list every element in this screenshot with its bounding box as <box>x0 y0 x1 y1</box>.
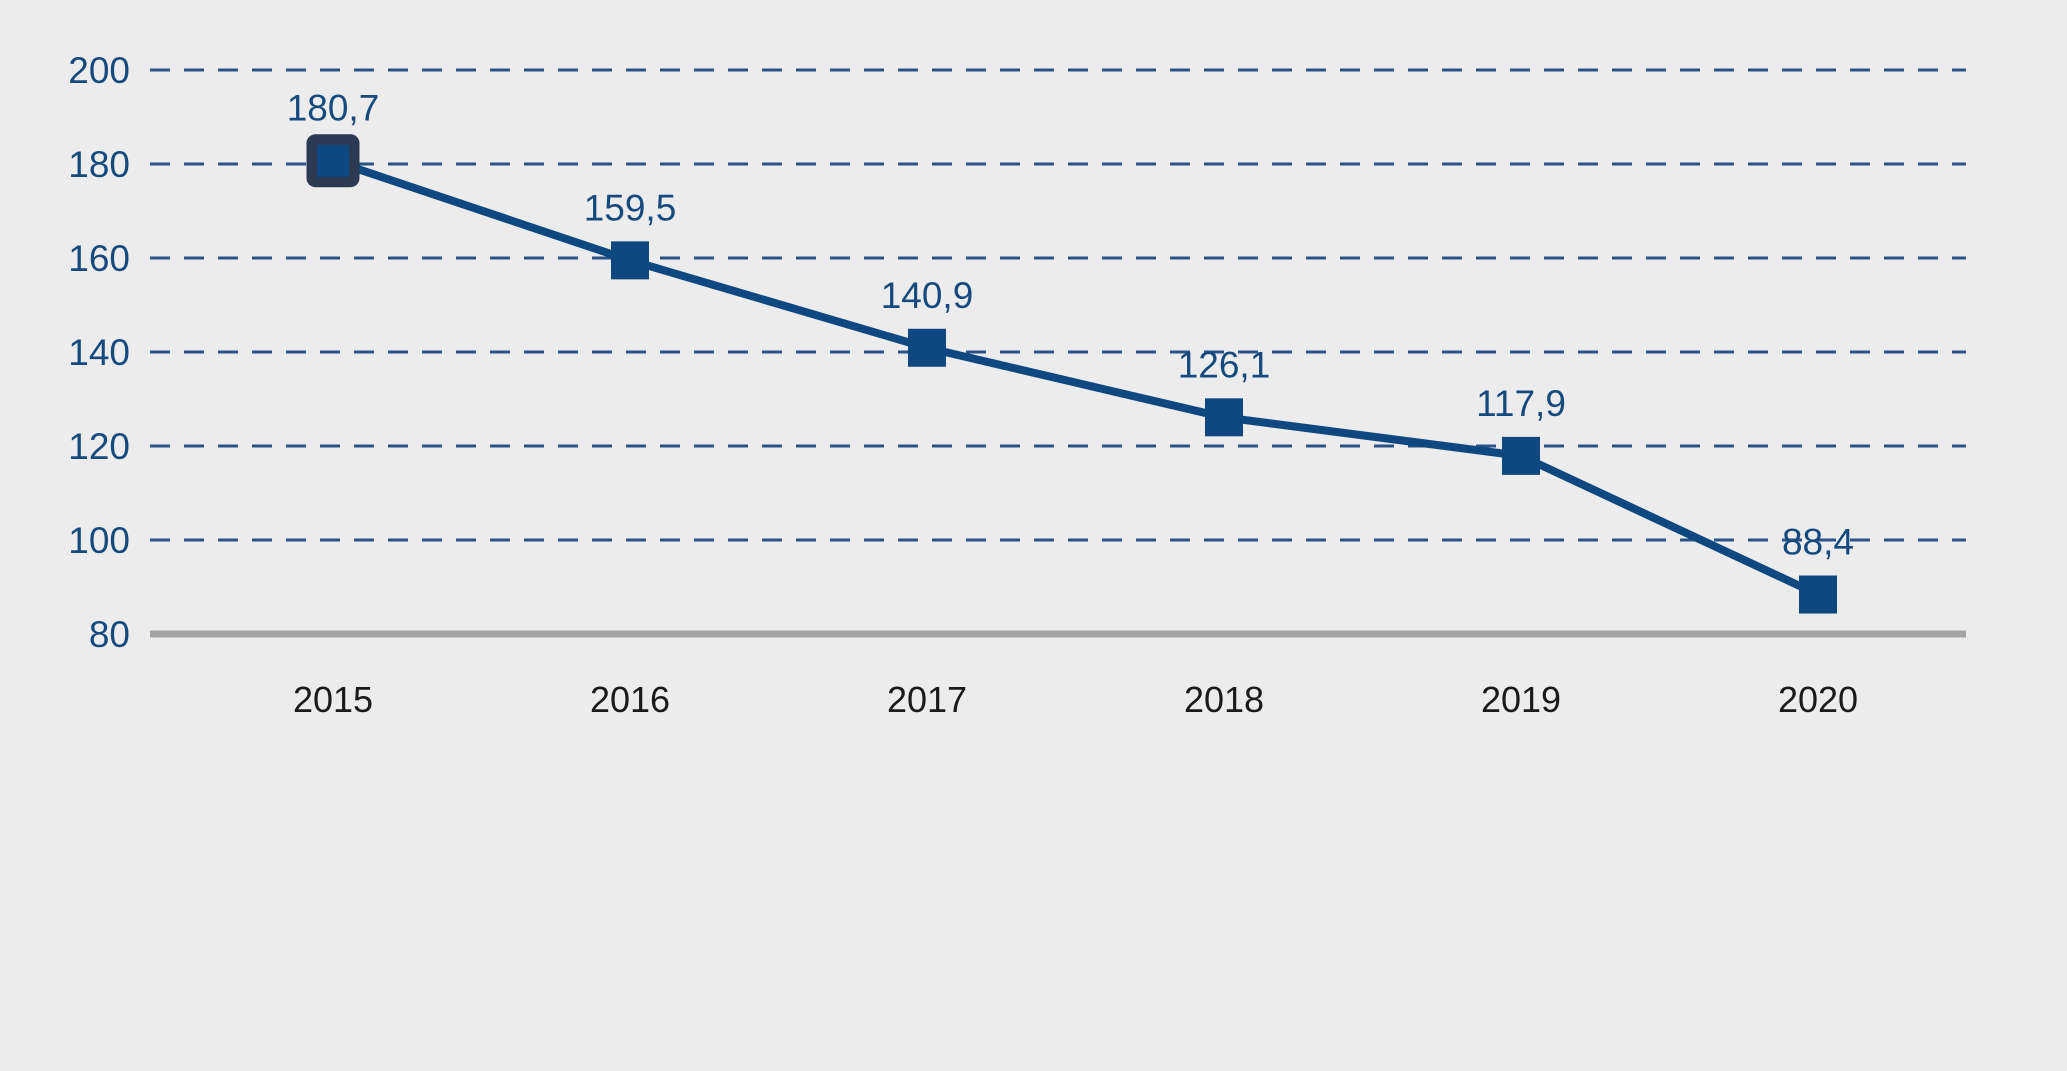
x-tick-label-2019: 2019 <box>1481 679 1561 720</box>
data-point-marker <box>611 241 649 280</box>
x-tick-label-2020: 2020 <box>1778 679 1858 720</box>
y-tick-label: 100 <box>68 520 130 561</box>
x-tick-label-2015: 2015 <box>293 679 373 720</box>
x-tick-label-2016: 2016 <box>590 679 670 720</box>
data-point-2016[interactable] <box>611 241 649 280</box>
data-point-label: 88,4 <box>1782 522 1854 563</box>
data-point-label: 126,1 <box>1178 344 1271 385</box>
y-tick-label: 180 <box>68 144 130 185</box>
y-tick-label: 120 <box>68 426 130 467</box>
data-point-label: 180,7 <box>287 88 380 129</box>
data-point-marker <box>1799 575 1837 614</box>
y-tick-label: 80 <box>89 614 130 655</box>
data-point-2017[interactable] <box>908 328 946 367</box>
data-point-2019[interactable] <box>1502 436 1540 475</box>
series-line <box>329 156 1822 599</box>
data-point-label: 140,9 <box>881 275 974 316</box>
x-tick-label-2018: 2018 <box>1184 679 1264 720</box>
data-point-marker <box>908 328 946 367</box>
x-tick-label-2017: 2017 <box>887 679 967 720</box>
y-tick-label: 140 <box>68 332 130 373</box>
data-point-2015[interactable] <box>306 134 360 188</box>
y-tick-label: 160 <box>68 238 130 279</box>
data-point-2020[interactable] <box>1799 575 1837 614</box>
data-point-marker <box>1502 436 1540 475</box>
data-point-marker <box>317 144 349 177</box>
data-point-label: 159,5 <box>584 187 677 228</box>
data-point-label: 117,9 <box>1476 383 1566 424</box>
data-point-marker <box>1205 398 1243 437</box>
data-point-2018[interactable] <box>1205 398 1243 437</box>
y-tick-label: 200 <box>68 50 130 91</box>
